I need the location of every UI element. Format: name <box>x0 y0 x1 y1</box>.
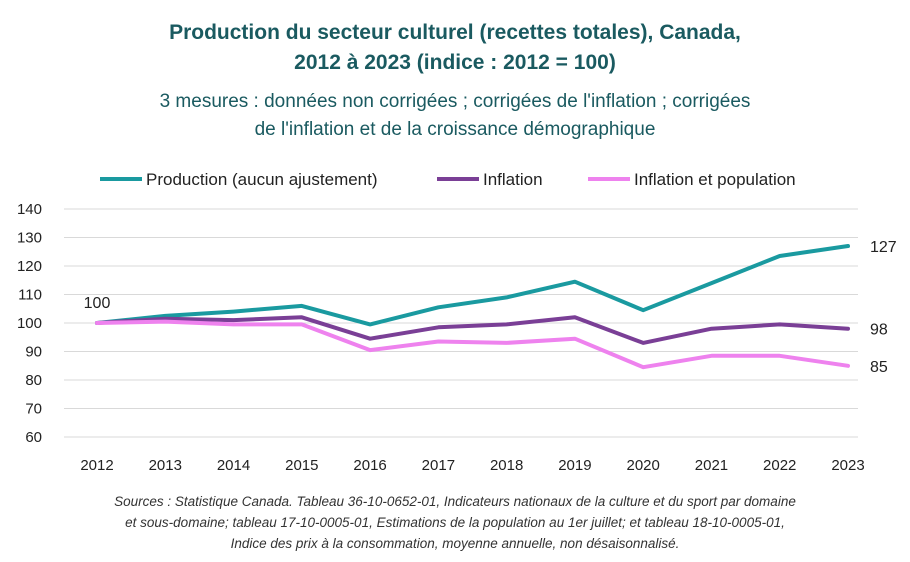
legend-label-1: Production (aucun ajustement) <box>146 170 378 189</box>
x-tick-label: 2014 <box>217 457 250 474</box>
y-tick-label: 90 <box>25 344 42 361</box>
data-label: 100 <box>84 295 111 312</box>
x-tick-label: 2021 <box>695 457 728 474</box>
series-line-1 <box>95 244 850 327</box>
x-tick-label: 2018 <box>490 457 523 474</box>
source-note-line-2: et sous-domaine; tableau 17-10-0005-01, … <box>125 515 785 530</box>
x-tick-label: 2017 <box>422 457 455 474</box>
y-tick-label: 70 <box>25 401 42 418</box>
x-tick-label: 2019 <box>558 457 591 474</box>
chart-subtitle-line-1: 3 mesures : données non corrigées ; corr… <box>159 91 751 112</box>
legend-label-3: Inflation et population <box>634 170 796 189</box>
chart-subtitle-line-2: de l'inflation et de la croissance démog… <box>254 119 656 140</box>
y-tick-label: 120 <box>17 258 42 275</box>
legend-label-2: Inflation <box>483 170 543 189</box>
y-tick-label: 130 <box>17 230 42 247</box>
x-tick-label: 2016 <box>353 457 386 474</box>
x-tick-label: 2023 <box>831 457 864 474</box>
x-tick-label: 2020 <box>626 457 659 474</box>
y-tick-label: 60 <box>25 429 42 446</box>
line-chart: 60 70 80 90 100 110 120 130 140 2012 2013 2014 2015 2… <box>17 170 897 474</box>
y-tick-label: 80 <box>25 372 42 389</box>
x-tick-label: 2015 <box>285 457 318 474</box>
x-tick-label: 2013 <box>149 457 182 474</box>
chart-title-line-2: 2012 à 2023 (indice : 2012 = 100) <box>294 51 616 74</box>
y-tick-label: 110 <box>18 287 42 304</box>
data-label: 98 <box>870 322 888 339</box>
x-tick-label: 2012 <box>80 457 113 474</box>
data-label: 127 <box>870 239 897 256</box>
series-line-3 <box>95 319 850 370</box>
y-tick-label: 140 <box>17 201 42 218</box>
chart-title-line-1: Production du secteur culturel (recettes… <box>169 21 741 44</box>
y-tick-label: 100 <box>17 315 42 332</box>
data-label: 85 <box>870 359 888 376</box>
source-note-line-1: Sources : Statistique Canada. Tableau 36… <box>114 494 796 509</box>
x-tick-label: 2022 <box>763 457 796 474</box>
series-line-2 <box>95 315 850 345</box>
source-note-line-3: Indice des prix à la consommation, moyen… <box>230 536 680 551</box>
